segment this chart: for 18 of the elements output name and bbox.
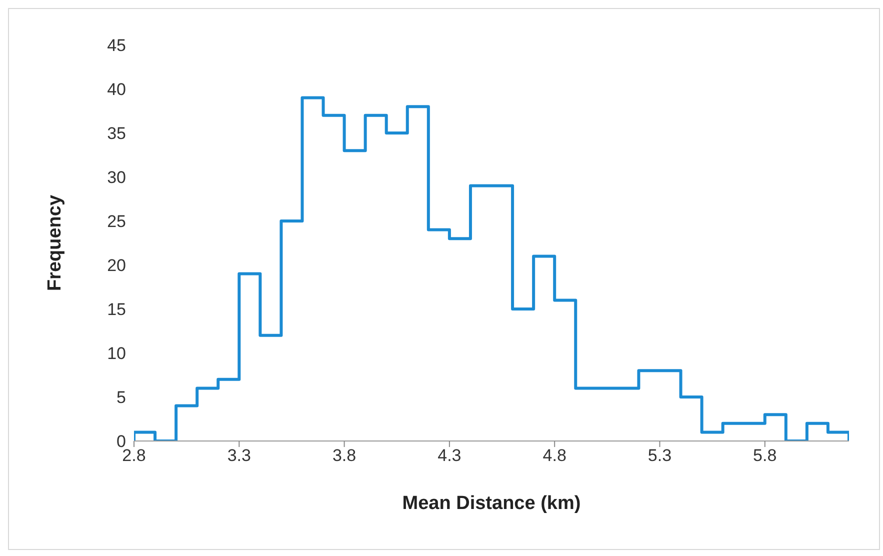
- y-tick-label: 15: [107, 300, 126, 320]
- y-tick-label: 35: [107, 124, 126, 144]
- x-tick-label: 5.8: [753, 446, 777, 466]
- x-tick-label: 3.8: [332, 446, 356, 466]
- y-tick-label: 25: [107, 212, 126, 232]
- x-axis-title: Mean Distance (km): [402, 493, 581, 514]
- x-tick-label: 5.3: [648, 446, 672, 466]
- y-tick-label: 45: [107, 36, 126, 56]
- x-tick-label: 2.8: [122, 446, 146, 466]
- y-axis-title: Frequency: [44, 194, 66, 292]
- x-tick-label: 4.3: [438, 446, 462, 466]
- x-tick-label: 3.3: [227, 446, 251, 466]
- x-tick-label: 4.8: [542, 446, 566, 466]
- y-tick-label: 5: [116, 388, 126, 408]
- y-tick-label: 40: [107, 80, 126, 100]
- y-tick-label: 20: [107, 256, 126, 276]
- y-tick-label: 30: [107, 168, 126, 188]
- y-tick-label: 10: [107, 344, 126, 364]
